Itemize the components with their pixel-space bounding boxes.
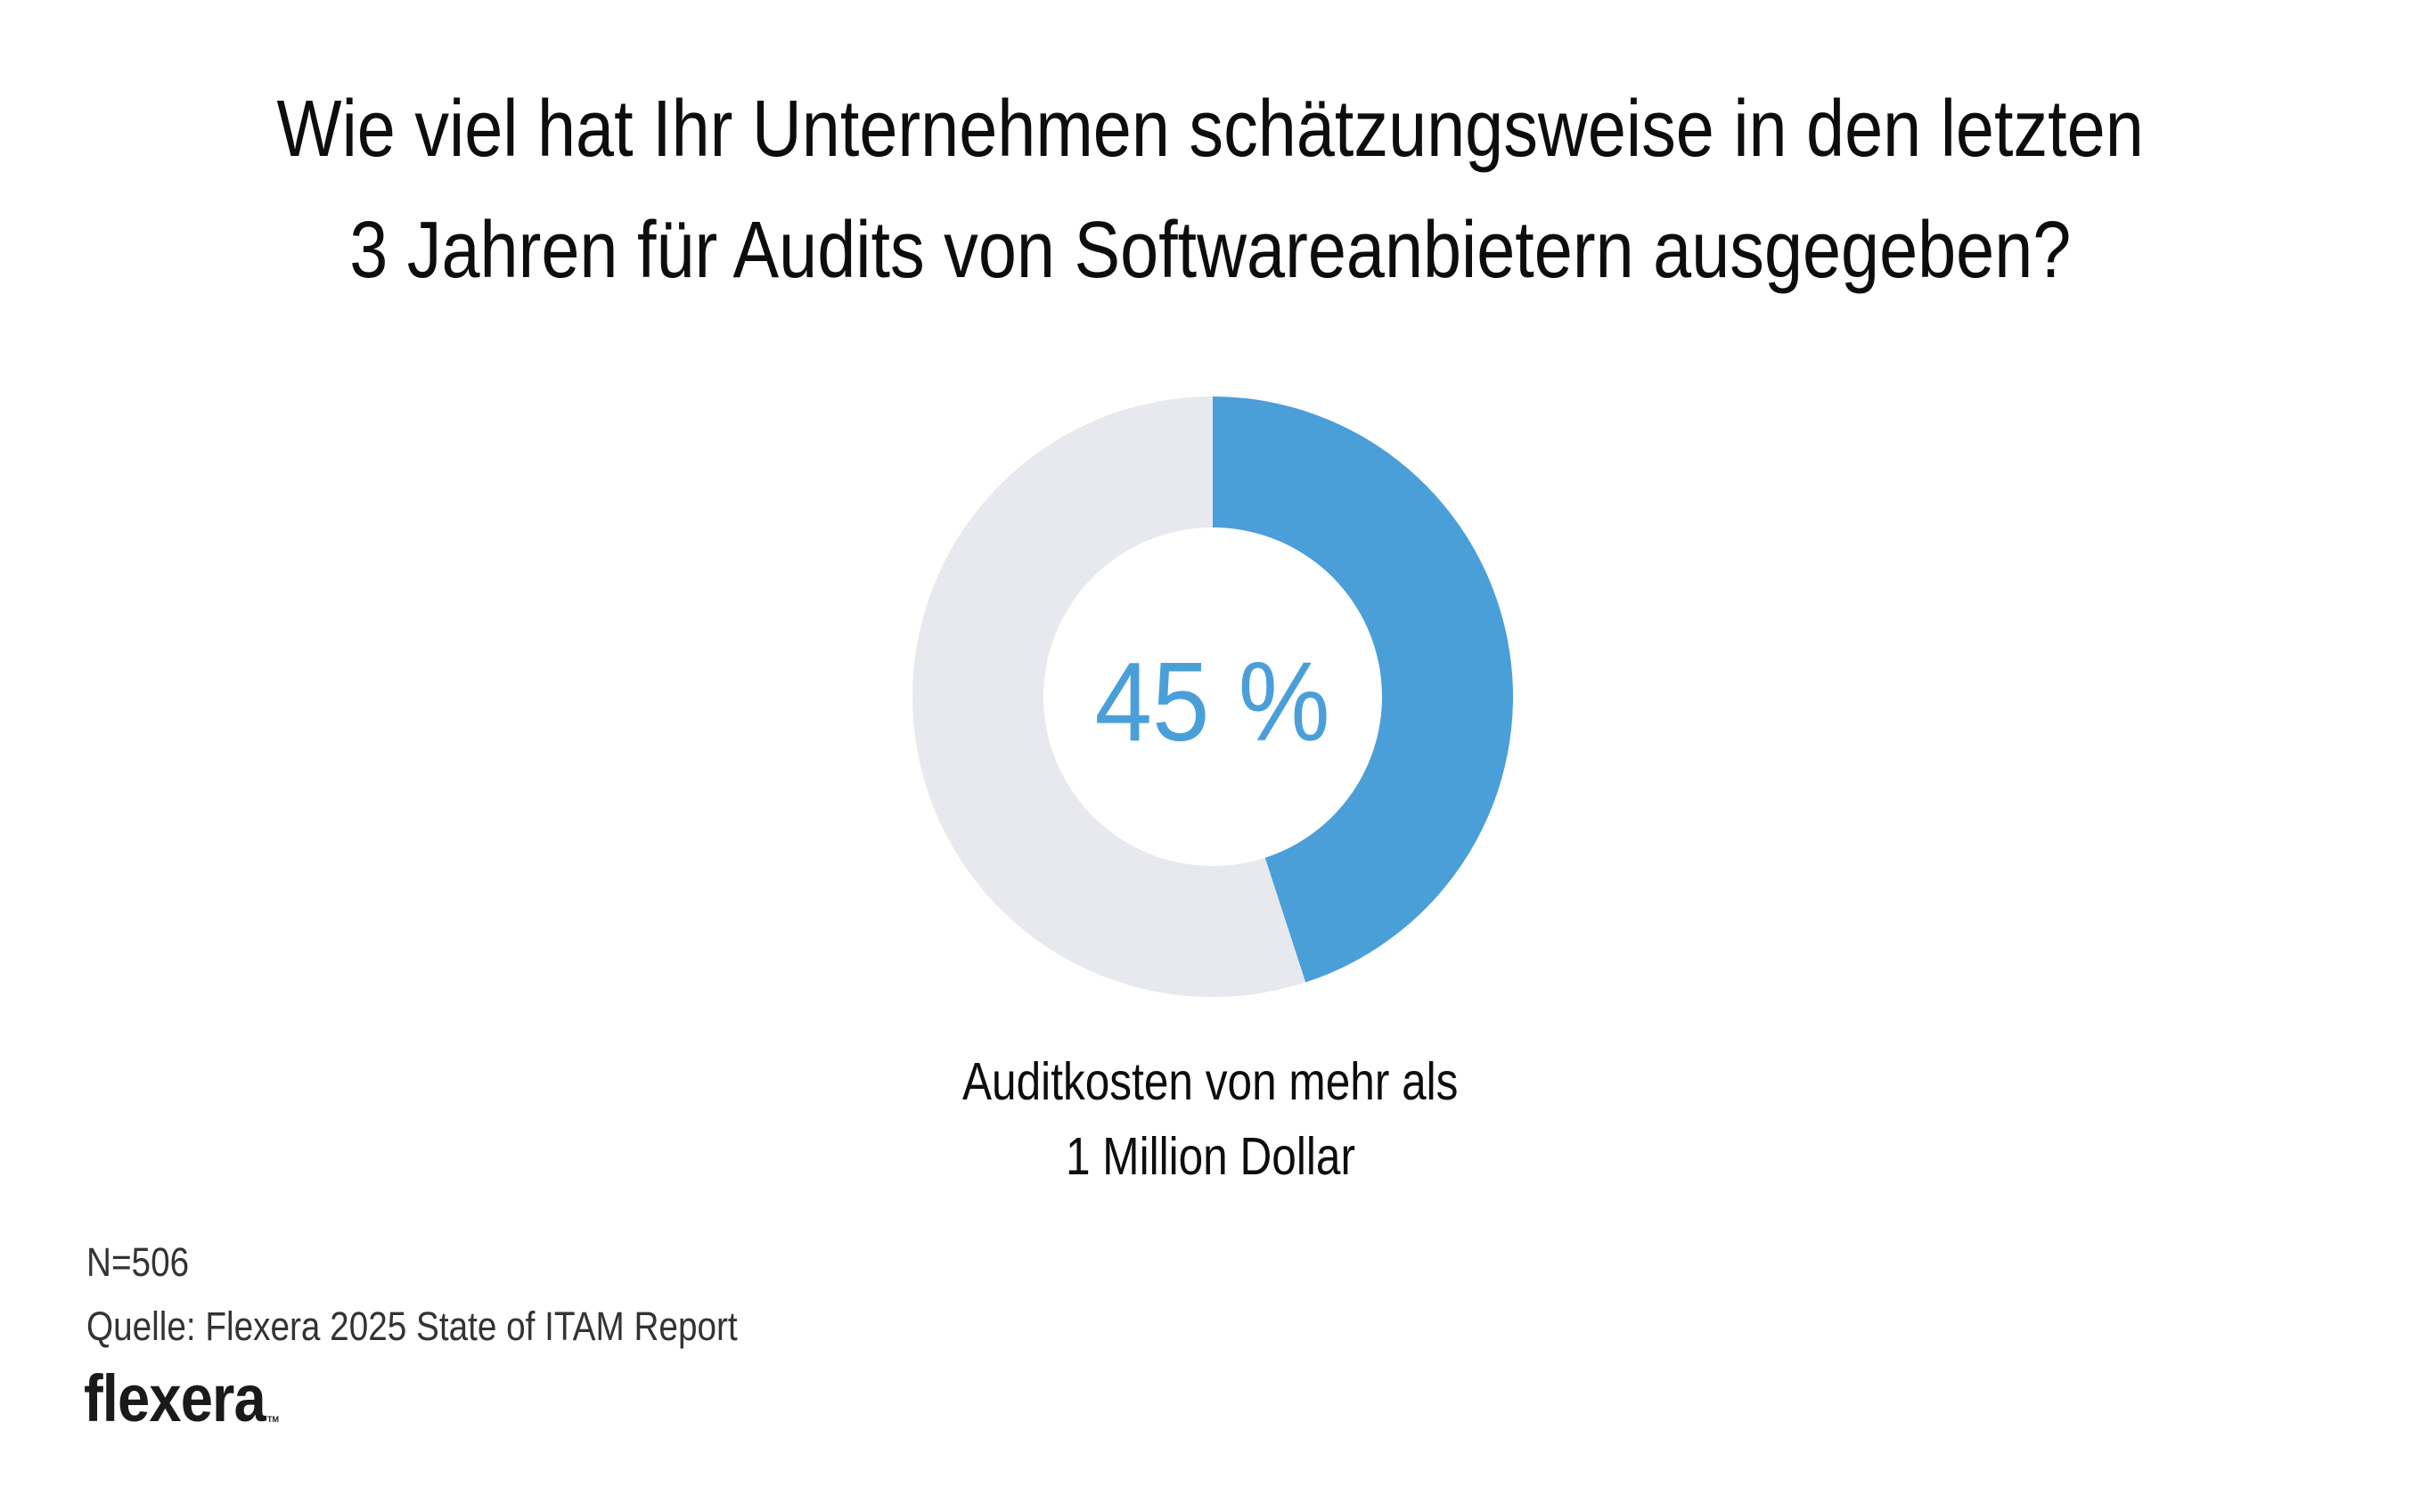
donut-slice-remainder: [912, 396, 1306, 997]
chart-title-line-2: 3 Jahren für Audits von Softwareanbieter…: [0, 210, 2421, 290]
chart-title-text-1: Wie viel hat Ihr Unternehmen schätzungsw…: [276, 85, 2145, 174]
slice-label-line-2: 1 Million Dollar: [0, 1131, 2421, 1183]
donut-slice-audit-costs: [1213, 396, 1513, 983]
trademark-mark: TM: [267, 1415, 279, 1424]
sample-size-text: N=506: [86, 1239, 190, 1285]
flexera-logo: flexera: [84, 1366, 290, 1432]
slice-label-line-1: Auditkosten von mehr als: [0, 1056, 2421, 1108]
source-text: Quelle: Flexera 2025 State of ITAM Repor…: [86, 1304, 738, 1349]
chart-title-text-2: 3 Jahren für Audits von Softwareanbieter…: [349, 206, 2072, 295]
sample-size-note: N=506: [86, 1242, 206, 1282]
flexera-logo-text: flexera: [84, 1361, 266, 1435]
slice-label-text-1: Auditkosten von mehr als: [962, 1052, 1459, 1111]
source-note: Quelle: Flexera 2025 State of ITAM Repor…: [86, 1306, 844, 1346]
slice-label-text-2: 1 Million Dollar: [1065, 1127, 1356, 1186]
center-value-text: 45 %: [1094, 639, 1331, 764]
donut-center-value: 45 %: [1035, 646, 1391, 758]
chart-title-line-1: Wie viel hat Ihr Unternehmen schätzungsw…: [0, 89, 2421, 169]
